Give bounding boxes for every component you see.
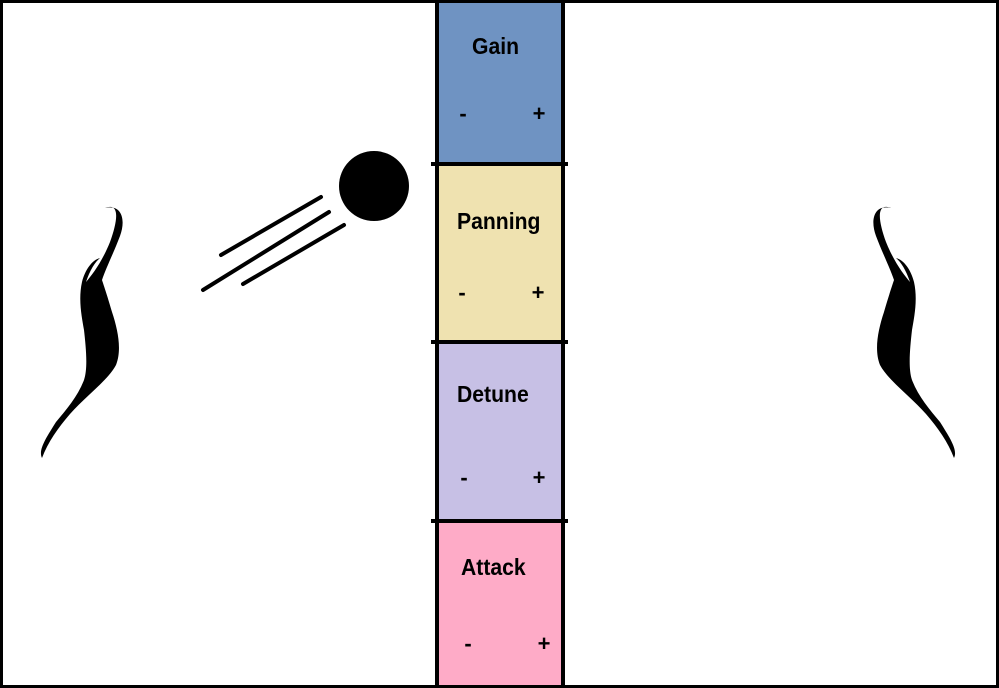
left-hand-icon <box>40 206 123 458</box>
attack-plus-button[interactable]: + <box>537 631 551 656</box>
gain-minus-button[interactable]: - <box>459 101 467 126</box>
panel-title-gain: Gain <box>472 33 520 59</box>
panel-title-panning: Panning <box>457 208 541 234</box>
panel-gain: Gain - + <box>439 0 561 164</box>
panning-plus-button[interactable]: + <box>531 280 545 305</box>
attack-minus-button[interactable]: - <box>464 631 472 656</box>
right-hand-icon <box>873 206 956 458</box>
panel-panning: Panning - + <box>439 164 561 342</box>
panel-title-attack: Attack <box>461 554 526 580</box>
detune-minus-button[interactable]: - <box>460 465 468 490</box>
ball-icon[interactable] <box>337 150 411 222</box>
detune-plus-button[interactable]: + <box>532 465 546 490</box>
divider-gain-panning <box>431 162 568 166</box>
panel-detune: Detune - + <box>439 342 561 521</box>
panel-attack: Attack - + <box>439 521 561 688</box>
panning-minus-button[interactable]: - <box>458 280 466 305</box>
divider-detune-attack <box>431 519 568 523</box>
control-strip: Gain - + Panning - + Detune - + Attack -… <box>435 0 565 688</box>
motion-lines-icon <box>201 195 346 292</box>
panel-title-detune: Detune <box>457 381 529 407</box>
gain-plus-button[interactable]: + <box>532 101 546 126</box>
divider-panning-detune <box>431 340 568 344</box>
